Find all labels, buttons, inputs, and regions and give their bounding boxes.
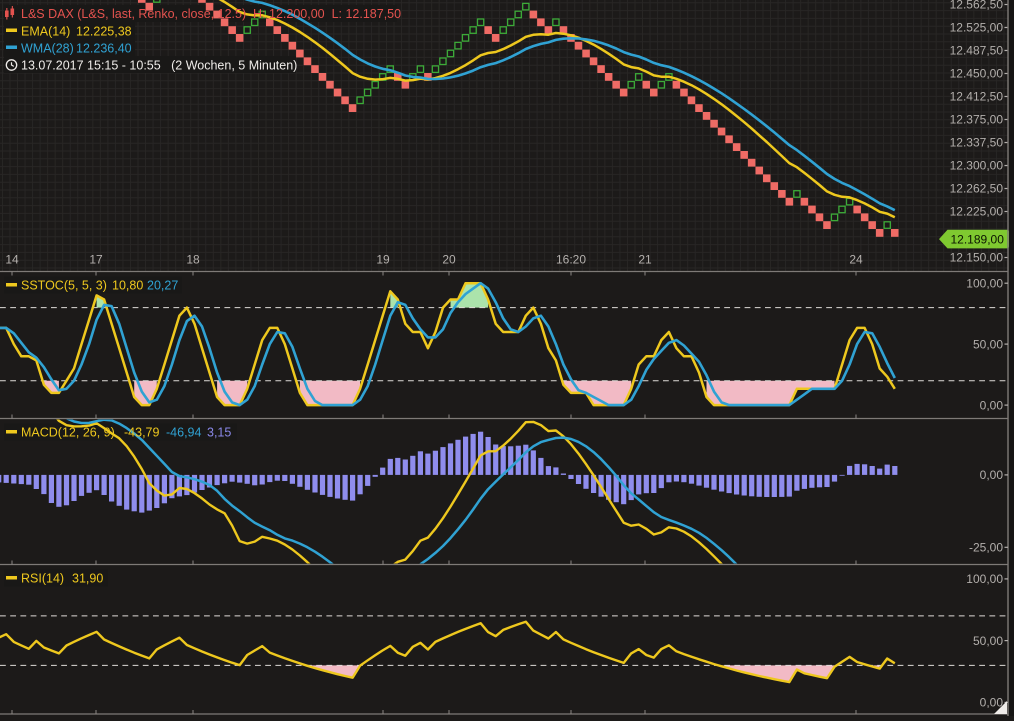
svg-text:14: 14	[5, 253, 19, 267]
svg-text:100,00: 100,00	[966, 276, 1003, 290]
svg-text:0,00: 0,00	[980, 398, 1004, 412]
svg-text:20: 20	[442, 253, 456, 267]
svg-text:50,00: 50,00	[973, 634, 1003, 648]
svg-text:24: 24	[849, 253, 863, 267]
svg-text:20,27: 20,27	[147, 279, 178, 293]
svg-text:-25,00: -25,00	[969, 541, 1003, 555]
svg-text:12.375,00: 12.375,00	[950, 113, 1004, 127]
svg-text:50,00: 50,00	[973, 337, 1003, 351]
svg-text:12.562,50: 12.562,50	[950, 0, 1004, 12]
svg-text:12.337,50: 12.337,50	[950, 136, 1004, 150]
svg-text:12.236,40: 12.236,40	[76, 42, 132, 56]
svg-text:12.189,00: 12.189,00	[951, 232, 1005, 246]
svg-text:MACD(12, 26, 9): MACD(12, 26, 9)	[21, 426, 115, 440]
svg-text:0,00: 0,00	[980, 696, 1004, 710]
svg-text:-46,94: -46,94	[166, 426, 201, 440]
svg-text:12.150,00: 12.150,00	[950, 251, 1004, 265]
svg-text:12.450,00: 12.450,00	[950, 67, 1004, 81]
svg-text:12.225,38: 12.225,38	[76, 25, 132, 39]
svg-text:0,00: 0,00	[980, 468, 1004, 482]
svg-text:18: 18	[186, 253, 200, 267]
svg-text:12.300,00: 12.300,00	[950, 159, 1004, 173]
svg-text:16:20: 16:20	[556, 253, 586, 267]
svg-text:13.07.2017 15:15 - 10:55 (2: 13.07.2017 15:15 - 10:55 (2 Wochen, 5 Mi…	[21, 59, 297, 73]
svg-text:12.525,00: 12.525,00	[950, 21, 1004, 35]
svg-text:12.225,00: 12.225,00	[950, 205, 1004, 219]
svg-text:RSI(14): RSI(14)	[21, 572, 64, 586]
svg-text:10,80: 10,80	[112, 279, 143, 293]
svg-text:3,15: 3,15	[207, 426, 231, 440]
svg-text:WMA(28): WMA(28)	[21, 42, 74, 56]
svg-text:31,90: 31,90	[72, 572, 103, 586]
svg-text:19: 19	[376, 253, 390, 267]
svg-text:L&S DAX (L&S, last, Renko, clo: L&S DAX (L&S, last, Renko, close, 12.5) …	[21, 7, 401, 21]
svg-text:EMA(14): EMA(14)	[21, 25, 70, 39]
svg-text:12.262,50: 12.262,50	[950, 182, 1004, 196]
svg-text:-43,79: -43,79	[124, 426, 159, 440]
svg-text:12.487,50: 12.487,50	[950, 44, 1004, 58]
svg-text:21: 21	[638, 253, 652, 267]
svg-text:12.412,50: 12.412,50	[950, 90, 1004, 104]
svg-text:100,00: 100,00	[966, 572, 1003, 586]
svg-text:SSTOC(5, 5, 3): SSTOC(5, 5, 3)	[21, 279, 107, 293]
svg-text:17: 17	[89, 253, 103, 267]
